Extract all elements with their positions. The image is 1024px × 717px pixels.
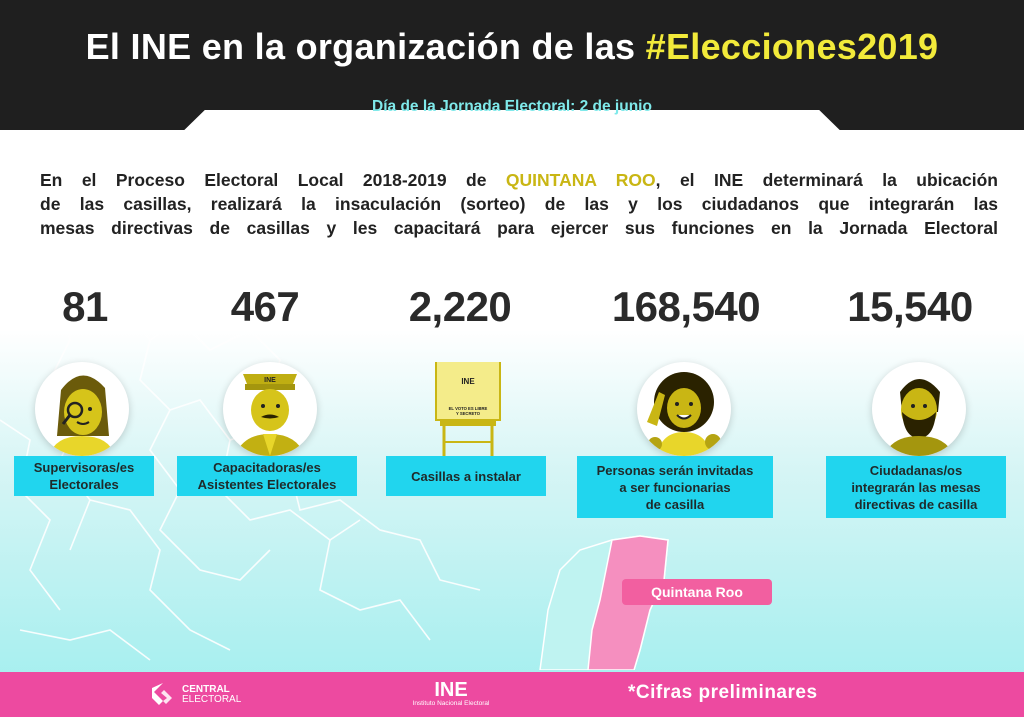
stat-value-citizens: 15,540 <box>847 283 973 330</box>
supervisor-figure <box>35 362 129 456</box>
stat-label-invited-people: Personas serán invitadas a ser funcionari… <box>577 456 773 518</box>
stat-label-citizens: Ciudadanas/os integrarán las mesas directi… <box>826 456 1006 518</box>
central-electoral-logo: CENTRAL ELECTORAL <box>150 682 241 708</box>
ine-name: Instituto Nacional Electoral <box>412 700 490 707</box>
stat-value-polling-stations: 2,220 <box>408 283 512 330</box>
invited-people-figure <box>637 362 731 456</box>
intro-line-1: En el Proceso Electoral Local 2018-2019 … <box>40 170 998 190</box>
mexico-map <box>0 269 669 670</box>
ballot-box-text-2: Y SECRETO <box>456 411 481 416</box>
central-electoral-line2: ELECTORAL <box>182 694 242 705</box>
stat-value-supervisors: 81 <box>62 283 108 330</box>
stat-label-polling-stations: Casillas a instalar <box>386 456 546 496</box>
svg-text:INE: INE <box>264 377 276 384</box>
state-name: QUINTANA ROO <box>505 170 656 190</box>
preliminary-note: *Cifras preliminares <box>628 682 818 703</box>
trainer-figure: INE <box>223 362 317 456</box>
citizen-figure <box>872 362 966 456</box>
central-electoral-line1: CENTRAL <box>182 684 230 695</box>
stat-label-supervisors: Supervisoras/es Electorales <box>14 456 154 496</box>
ine-footer-logo: INE Instituto Nacional Electoral <box>410 680 492 712</box>
footer-bar <box>0 672 1024 717</box>
ballot-box-text-1: EL VOTO ES LIBRE <box>449 406 488 411</box>
intro-line-2: de las casillas, realizará la insaculaci… <box>40 194 998 214</box>
intro-line-3: mesas directivas de casillas y les capac… <box>40 218 998 238</box>
quintana-roo-label: Quintana Roo <box>622 579 772 605</box>
stat-label-trainers: Capacitadoras/es Asistentes Electorales <box>177 456 357 496</box>
central-electoral-icon <box>152 683 172 705</box>
intro-paragraph: En el Proceso Electoral Local 2018-2019 … <box>40 168 998 240</box>
page-subtitle: Día de la Jornada Electoral: 2 de junio <box>372 98 652 115</box>
stat-value-invited-people: 168,540 <box>611 283 761 330</box>
ine-logo-text: INE <box>434 679 468 701</box>
page-title: El INE en la organización de las #Elecci… <box>85 26 939 67</box>
header-bar <box>0 0 1024 130</box>
ballot-box-figure: INE EL VOTO ES LIBRE Y SECRETO <box>414 362 514 462</box>
yucatan-peninsula <box>539 535 669 670</box>
stat-value-trainers: 467 <box>230 283 300 330</box>
hashtag-highlight: #Elecciones2019 <box>645 26 939 67</box>
ballot-box-logo: INE <box>461 377 475 386</box>
